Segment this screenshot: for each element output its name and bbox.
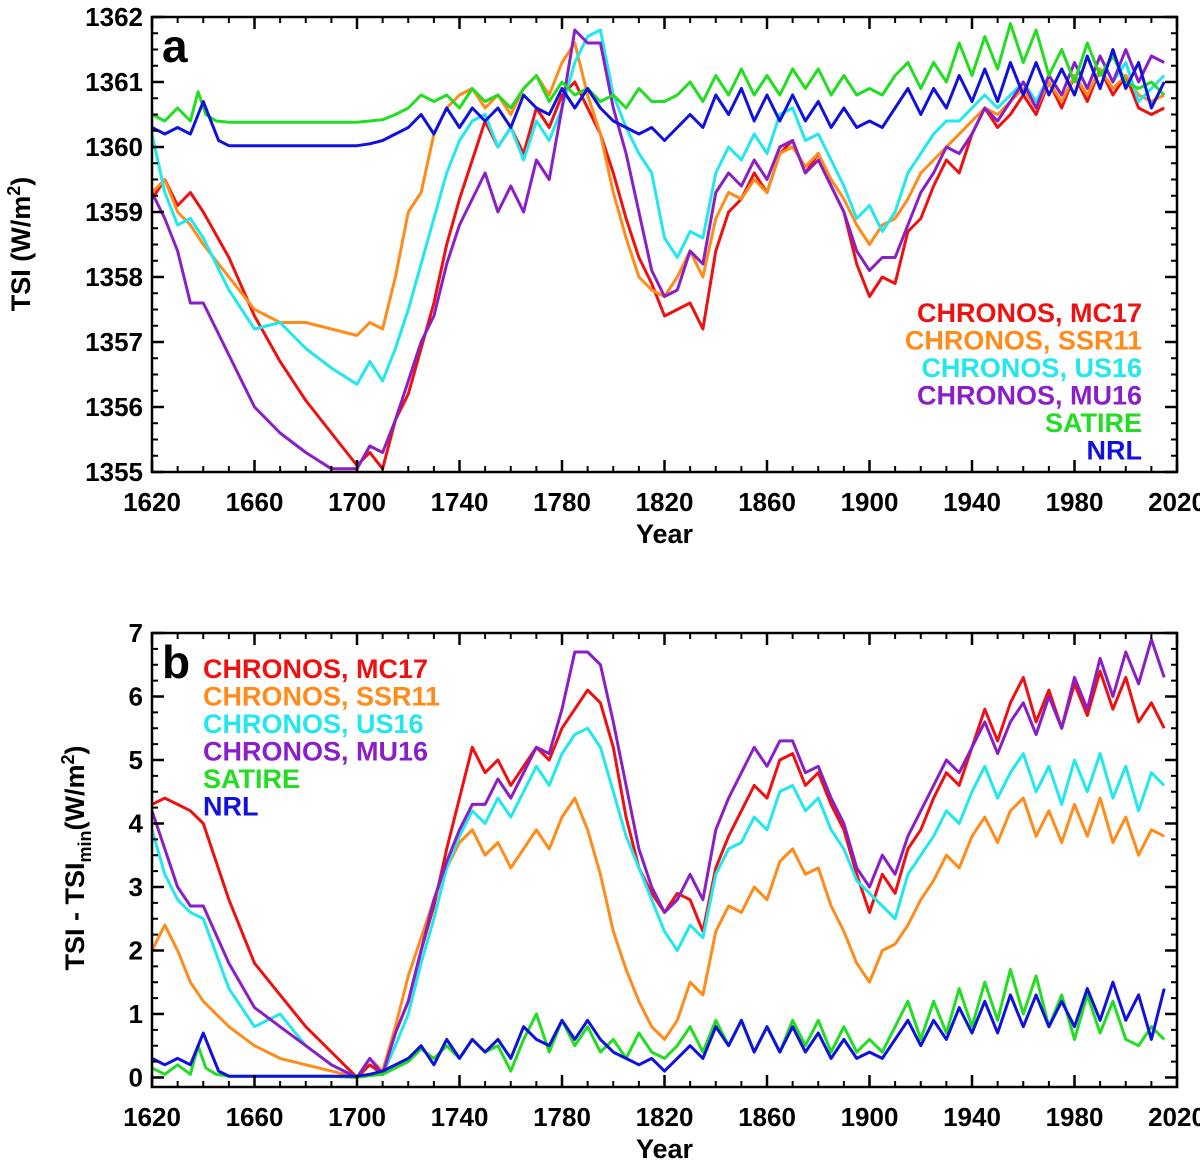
series-line-satire bbox=[152, 22, 1166, 124]
y-tick-label: 1357 bbox=[85, 327, 143, 357]
y-tick-label: 4 bbox=[129, 808, 144, 838]
x-tick-label: 1820 bbox=[636, 1102, 694, 1132]
series-line-nrl bbox=[152, 48, 1166, 148]
series-line-chronos-mc17 bbox=[152, 67, 1165, 471]
x-tick-label: 1700 bbox=[328, 487, 386, 517]
y-tick-label: 5 bbox=[129, 745, 143, 775]
x-axis-label: Year bbox=[636, 1134, 694, 1164]
series-line-chronos-mu16 bbox=[152, 28, 1165, 471]
y-tick-label: 1361 bbox=[85, 67, 143, 97]
panel-label: a bbox=[162, 20, 188, 72]
y-tick-label: 1 bbox=[129, 999, 143, 1029]
y-tick-label: 2 bbox=[129, 935, 143, 965]
x-tick-label: 1820 bbox=[636, 487, 694, 517]
y-tick-label: 1356 bbox=[85, 392, 143, 422]
y-axis-label: TSI (W/m2) bbox=[4, 177, 36, 312]
x-tick-label: 1940 bbox=[943, 487, 1001, 517]
legend-entry: CHRONOS, SSR11 bbox=[905, 326, 1142, 356]
series-group bbox=[152, 22, 1166, 471]
y-tick-label: 0 bbox=[129, 1062, 143, 1092]
series-line-chronos-us16 bbox=[152, 28, 1166, 386]
legend-entry: NRL bbox=[203, 792, 259, 822]
legend-entry: CHRONOS, MC17 bbox=[203, 654, 428, 684]
y-tick-label: 7 bbox=[129, 618, 143, 648]
legend-entry: SATIRE bbox=[203, 764, 300, 794]
y-tick-label: 3 bbox=[129, 872, 143, 902]
x-tick-label: 1980 bbox=[1046, 1102, 1104, 1132]
x-tick-label: 1900 bbox=[841, 1102, 899, 1132]
x-tick-label: 1660 bbox=[226, 487, 284, 517]
x-tick-label: 1940 bbox=[943, 1102, 1001, 1132]
legend-entry: CHRONOS, US16 bbox=[203, 709, 424, 739]
series-line-chronos-ssr11 bbox=[152, 41, 1165, 337]
x-tick-label: 1860 bbox=[738, 1102, 796, 1132]
x-tick-label: 1740 bbox=[431, 487, 489, 517]
legend-entry: CHRONOS, MU16 bbox=[917, 381, 1142, 411]
x-tick-label: 1620 bbox=[123, 1102, 181, 1132]
x-tick-label: 1700 bbox=[328, 1102, 386, 1132]
series-line-chronos-mu16 bbox=[152, 637, 1166, 1079]
legend-entry: CHRONOS, US16 bbox=[921, 353, 1142, 383]
panel-b: 1620 1660 1700 1740 1780 1820 1860 1900 1940 1980… bbox=[58, 618, 1200, 1164]
series-line-chronos-ssr11 bbox=[152, 796, 1165, 1079]
series-group bbox=[152, 637, 1166, 1079]
x-tick-label: 1860 bbox=[738, 487, 796, 517]
x-tick-label: 1980 bbox=[1046, 487, 1104, 517]
series-line-nrl bbox=[152, 980, 1166, 1078]
legend-entry: CHRONOS, SSR11 bbox=[203, 682, 440, 712]
x-tick-label: 1900 bbox=[841, 487, 899, 517]
y-tick-label: 1358 bbox=[85, 262, 143, 292]
y-tick-label: 1359 bbox=[85, 197, 143, 227]
panel-label: b bbox=[162, 636, 190, 688]
x-tick-label: 1780 bbox=[533, 1102, 591, 1132]
legend-entry: CHRONOS, MC17 bbox=[917, 298, 1142, 328]
x-tick-label: 1740 bbox=[431, 1102, 489, 1132]
panel-a: 1620 1660 1700 1740 1780 1820 1860 1900 1940 1980… bbox=[4, 2, 1200, 549]
x-tick-label: 2020 bbox=[1148, 1102, 1200, 1132]
y-axis-label: TSI - TSImin(W/m2) bbox=[58, 745, 95, 970]
x-tick-label: 1780 bbox=[533, 487, 591, 517]
y-tick-label: 1355 bbox=[85, 457, 143, 487]
x-tick-label: 2020 bbox=[1148, 487, 1200, 517]
x-tick-label: 1620 bbox=[123, 487, 181, 517]
x-tick-label: 1660 bbox=[226, 1102, 284, 1132]
legend-entry: NRL bbox=[1087, 436, 1143, 466]
legend-entry: CHRONOS, MU16 bbox=[203, 737, 428, 767]
legend-entry: SATIRE bbox=[1045, 408, 1142, 438]
y-tick-label: 6 bbox=[129, 681, 143, 711]
y-tick-label: 1362 bbox=[85, 2, 143, 32]
x-axis-label: Year bbox=[636, 519, 694, 549]
y-tick-label: 1360 bbox=[85, 132, 143, 162]
